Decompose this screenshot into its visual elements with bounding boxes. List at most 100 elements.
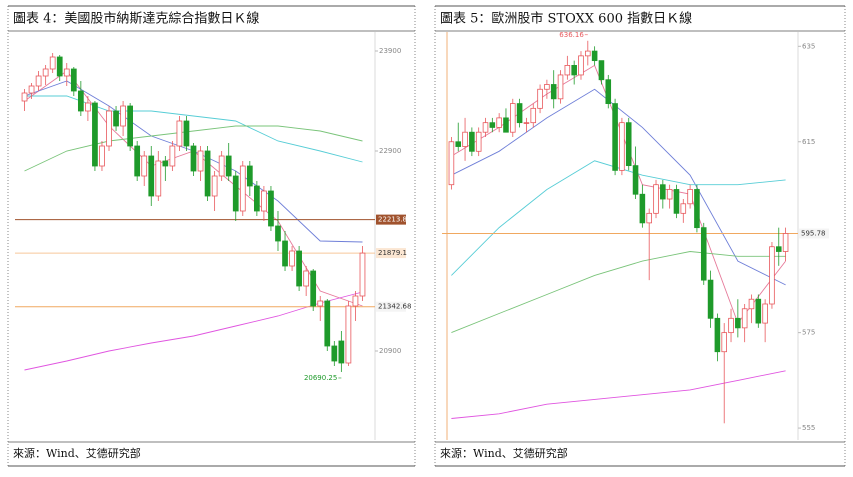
candle-body <box>345 305 352 364</box>
y-tick-label: 22900 <box>379 147 401 155</box>
candle-body <box>755 298 762 324</box>
candle-body <box>232 175 239 212</box>
y-tick-label: 635 <box>802 42 815 50</box>
moving-average <box>451 88 786 286</box>
candle-body <box>211 175 218 197</box>
chart-title: 圖表 4：美國股市納斯達克綜合指數日Ｋ線 <box>13 11 259 27</box>
level-label: 21342.68 <box>378 303 411 311</box>
candle-body <box>448 141 455 186</box>
moving-average <box>24 291 363 371</box>
candle-body <box>239 165 246 212</box>
candle-body <box>503 117 509 133</box>
candle-body <box>338 340 345 364</box>
candle-body <box>741 308 748 329</box>
candle-body <box>204 150 211 197</box>
candle-body <box>571 65 577 76</box>
candle-body <box>489 122 496 128</box>
chart-title: 圖表 5：歐洲股市 STOXX 600 指數日Ｋ線 <box>440 11 692 27</box>
y-tick-label: 615 <box>802 138 815 146</box>
moving-average <box>451 64 786 325</box>
candle-body <box>42 68 49 77</box>
moving-average <box>24 125 363 172</box>
candle-body <box>63 68 70 77</box>
candle-body <box>352 295 359 307</box>
candle-body <box>85 102 91 112</box>
candle-body <box>537 88 543 109</box>
candle-body <box>275 225 281 242</box>
candle-body <box>289 250 295 267</box>
candle-body <box>254 185 260 212</box>
candle-body <box>190 145 197 172</box>
candle-body <box>666 189 673 200</box>
candle-body <box>331 345 338 362</box>
candle-body <box>49 56 56 70</box>
candle-body <box>769 246 775 305</box>
candle-body <box>462 131 468 147</box>
candle-body <box>148 155 155 197</box>
extreme-label: 20690.25 <box>304 374 337 382</box>
candle-body <box>225 155 232 177</box>
candle-body <box>557 74 564 100</box>
candle-body <box>612 103 618 171</box>
candle-body <box>721 332 727 353</box>
candle-body <box>106 110 112 147</box>
candle-body <box>455 141 462 147</box>
candle-body <box>687 189 693 205</box>
candle-body <box>134 145 141 177</box>
candle-body <box>775 246 782 252</box>
level-label-box <box>376 301 406 312</box>
candle-body <box>261 190 267 212</box>
y-tick-label: 575 <box>802 329 815 337</box>
candle-body <box>127 105 133 147</box>
candle-body <box>591 50 598 62</box>
candle-body <box>246 165 253 187</box>
candle-body <box>496 117 502 128</box>
source: 來源：Wind、艾德研究部 <box>440 446 568 460</box>
y-tick-label: 23900 <box>379 47 401 55</box>
candle-body <box>92 102 98 167</box>
candle-body <box>625 122 632 167</box>
candle-body <box>218 155 225 177</box>
y-tick-label: 20900 <box>379 347 401 355</box>
candle-body <box>523 122 530 124</box>
candle-body <box>317 300 324 307</box>
level-label-box <box>799 228 829 239</box>
candle-body <box>77 90 84 112</box>
moving-average <box>451 370 786 419</box>
candle-body <box>35 75 42 87</box>
candle-body <box>282 240 288 267</box>
candle-body <box>99 145 105 167</box>
candle-body <box>28 85 35 94</box>
candle-body <box>296 250 302 287</box>
candle-body <box>598 60 605 81</box>
candle-body <box>585 50 591 57</box>
candle-body <box>578 55 584 76</box>
candle-body <box>605 79 612 104</box>
candle-body <box>141 155 148 177</box>
candle-body <box>482 122 489 133</box>
candle-body <box>303 270 310 287</box>
candle-body <box>120 105 126 127</box>
candle-body <box>324 300 331 347</box>
candle-body <box>646 212 652 224</box>
candle-body <box>619 122 625 171</box>
extreme-label: 636.16 <box>559 31 584 39</box>
candle-body <box>632 165 639 195</box>
level-label: 595.78 <box>801 229 826 237</box>
level-label-box <box>376 214 406 225</box>
candle-body <box>162 160 169 167</box>
candle-body <box>728 317 734 334</box>
candle-body <box>714 317 721 353</box>
candle-body <box>70 68 77 92</box>
candle-body <box>510 103 516 133</box>
candle-body <box>694 189 700 229</box>
candle-body <box>155 160 162 197</box>
level-label-box <box>376 248 406 259</box>
candle-body <box>475 131 482 152</box>
candle-body <box>469 131 475 152</box>
candle-body <box>782 233 789 252</box>
candle-body <box>660 184 666 200</box>
frames <box>7 5 846 467</box>
candle-body <box>530 107 537 124</box>
